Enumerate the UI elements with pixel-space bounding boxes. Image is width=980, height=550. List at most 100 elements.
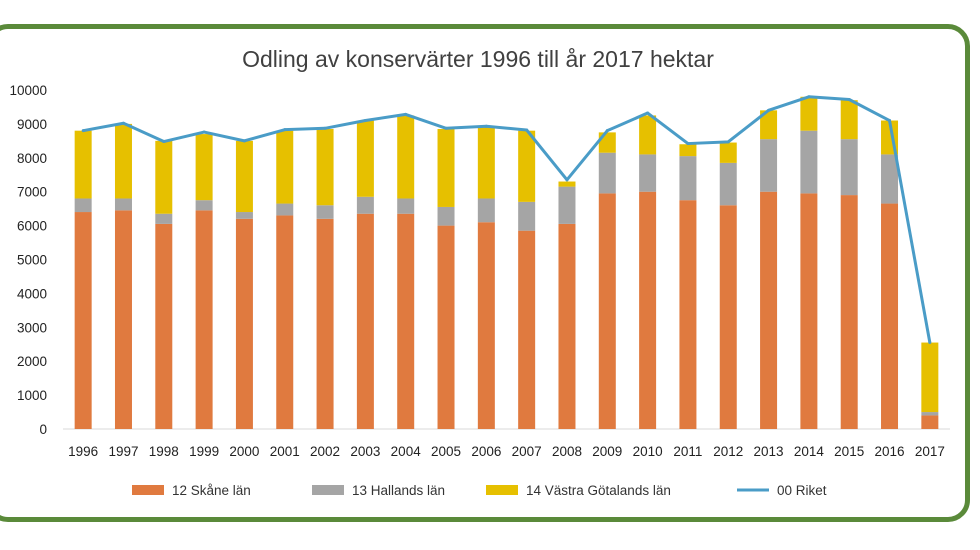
y-tick-label: 2000: [17, 354, 47, 369]
y-tick-label: 10000: [9, 83, 47, 98]
bar-segment-halland: [760, 139, 778, 192]
bar-segment-halland: [397, 198, 415, 214]
bar-segment-skane: [114, 210, 132, 429]
bar-segment-vastra: [558, 181, 576, 187]
bars-group: [74, 96, 939, 429]
riket-point: [807, 95, 811, 99]
riket-point: [404, 112, 408, 116]
riket-point: [162, 140, 166, 144]
x-tick-label: 2015: [834, 444, 864, 459]
riket-point: [283, 128, 287, 132]
riket-point: [928, 341, 932, 345]
riket-point: [202, 130, 206, 134]
riket-line: [82, 95, 932, 343]
y-tick-label: 6000: [17, 219, 47, 234]
riket-point: [121, 121, 125, 125]
legend-swatch-vastra: [486, 485, 518, 495]
x-tick-label: 2013: [754, 444, 784, 459]
x-tick-label: 2017: [915, 444, 945, 459]
y-tick-label: 8000: [17, 151, 47, 166]
riket-point: [847, 97, 851, 101]
bar-segment-vastra: [356, 120, 374, 197]
bar-segment-halland: [639, 154, 657, 192]
bar-segment-skane: [437, 225, 455, 429]
x-tick-label: 1997: [108, 444, 138, 459]
legend-label-riket: 00 Riket: [777, 483, 827, 498]
bar-segment-halland: [437, 206, 455, 226]
legend-label-vastra: 14 Västra Götalands län: [526, 483, 671, 498]
riket-point: [888, 119, 892, 123]
bar-segment-halland: [800, 130, 818, 194]
x-tick-label: 2012: [713, 444, 743, 459]
bar-segment-skane: [74, 212, 92, 429]
bar-segment-skane: [356, 213, 374, 429]
bar-segment-halland: [598, 152, 616, 194]
bar-segment-skane: [477, 222, 495, 429]
bar-segment-skane: [800, 193, 818, 429]
y-tick-label: 3000: [17, 320, 47, 335]
y-axis: 0 1000 2000 3000 4000 5000 6000 7000 8000 9000 100…: [9, 83, 47, 437]
y-tick-label: 4000: [17, 286, 47, 301]
bar-segment-skane: [276, 215, 294, 429]
y-tick-label: 0: [39, 422, 47, 437]
bar-segment-vastra: [518, 130, 536, 202]
bar-segment-skane: [195, 210, 213, 429]
x-tick-label: 2007: [512, 444, 542, 459]
riket-point: [686, 142, 690, 146]
riket-point: [767, 108, 771, 112]
bar-segment-skane: [719, 205, 737, 429]
chart-title: Odling av konservärter 1996 till år 2017…: [242, 46, 714, 72]
x-tick-label: 2004: [391, 444, 422, 459]
x-axis: 1996 1997 1998 1999 2000 2001 2002 2003 2004 2005…: [68, 444, 945, 459]
legend-swatch-halland: [312, 485, 344, 495]
y-tick-label: 1000: [17, 388, 47, 403]
bar-segment-vastra: [437, 128, 455, 207]
legend-label-halland: 13 Hallands län: [352, 483, 445, 498]
bar-segment-halland: [518, 201, 536, 231]
riket-point: [525, 128, 529, 132]
x-tick-label: 2001: [270, 444, 300, 459]
x-tick-label: 2016: [874, 444, 904, 459]
x-tick-label: 2000: [229, 444, 259, 459]
bar-segment-skane: [316, 218, 334, 429]
y-tick-label: 7000: [17, 185, 47, 200]
legend: 12 Skåne län 13 Hallands län 14 Västra Göt…: [132, 483, 827, 498]
bar-segment-halland: [558, 186, 576, 224]
bar-segment-vastra: [840, 100, 858, 140]
bar-segment-halland: [114, 198, 132, 211]
bar-segment-halland: [155, 213, 173, 224]
x-tick-label: 2006: [471, 444, 501, 459]
bar-segment-vastra: [639, 115, 657, 155]
x-tick-label: 1999: [189, 444, 219, 459]
bar-segment-halland: [235, 212, 253, 219]
bar-segment-vastra: [679, 144, 697, 157]
bar-segment-skane: [921, 415, 939, 429]
bar-segment-vastra: [397, 115, 415, 199]
bar-segment-halland: [921, 412, 939, 416]
bar-segment-vastra: [598, 132, 616, 153]
riket-point: [444, 126, 448, 130]
riket-point: [81, 129, 85, 133]
bar-segment-skane: [558, 223, 576, 429]
bar-segment-skane: [518, 230, 536, 429]
bar-segment-skane: [155, 223, 173, 429]
riket-point: [726, 140, 730, 144]
x-tick-label: 2010: [633, 444, 663, 459]
x-tick-label: 2011: [673, 444, 702, 459]
bar-segment-halland: [316, 205, 334, 219]
x-tick-label: 2014: [794, 444, 825, 459]
riket-point: [484, 124, 488, 128]
riket-point: [242, 139, 246, 143]
bar-segment-halland: [477, 198, 495, 223]
x-tick-label: 2008: [552, 444, 582, 459]
bar-segment-vastra: [760, 110, 778, 140]
bar-segment-vastra: [195, 134, 213, 201]
x-tick-label: 1998: [149, 444, 179, 459]
bar-segment-halland: [195, 200, 213, 211]
bar-segment-vastra: [276, 130, 294, 204]
x-tick-label: 2005: [431, 444, 461, 459]
x-tick-label: 2009: [592, 444, 622, 459]
bar-segment-halland: [74, 198, 92, 213]
riket-point: [565, 178, 569, 182]
